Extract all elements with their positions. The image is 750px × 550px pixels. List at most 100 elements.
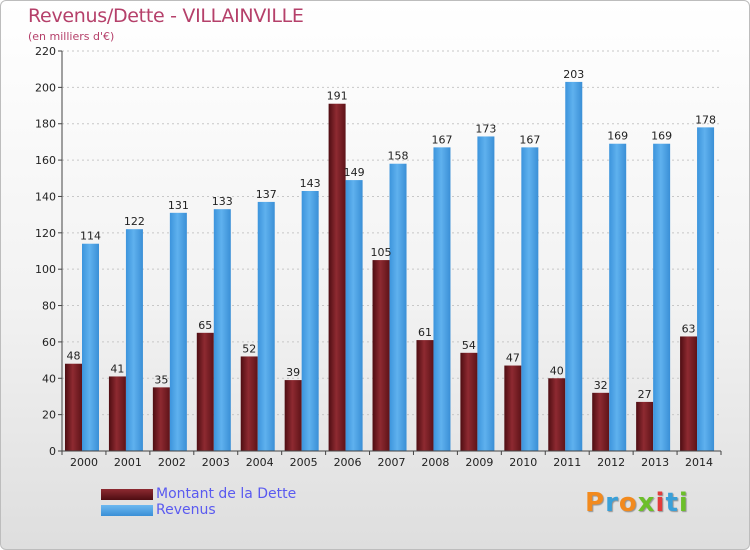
bar-revenue-2010 bbox=[521, 147, 539, 451]
y-tick-label: 160 bbox=[35, 154, 56, 167]
x-tick-label-2006: 2006 bbox=[334, 456, 362, 469]
value-label-debt-2011: 40 bbox=[550, 364, 564, 377]
value-label-revenue-2005: 143 bbox=[300, 177, 321, 190]
value-label-revenue-2001: 122 bbox=[124, 215, 145, 228]
x-tick-label-2002: 2002 bbox=[158, 456, 186, 469]
value-label-debt-2009: 54 bbox=[462, 339, 476, 352]
bar-revenue-2009 bbox=[477, 136, 495, 452]
logo-letter: o bbox=[618, 488, 638, 518]
value-label-revenue-2008: 167 bbox=[431, 133, 452, 146]
bar-debt-2005 bbox=[284, 380, 302, 451]
value-label-debt-2008: 61 bbox=[418, 326, 432, 339]
x-tick-label-2014: 2014 bbox=[685, 456, 713, 469]
bar-revenue-2014 bbox=[697, 127, 715, 451]
y-tick-label: 80 bbox=[42, 300, 56, 313]
value-label-debt-2013: 27 bbox=[638, 388, 652, 401]
value-label-debt-2001: 41 bbox=[110, 362, 124, 375]
x-tick-label-2000: 2000 bbox=[70, 456, 98, 469]
bar-debt-2000 bbox=[65, 363, 82, 451]
y-tick-label: 100 bbox=[35, 263, 56, 276]
y-tick-label: 60 bbox=[42, 336, 56, 349]
legend-swatch-revenue bbox=[101, 505, 153, 516]
value-label-revenue-2004: 137 bbox=[256, 188, 277, 201]
y-tick-label: 140 bbox=[35, 190, 56, 203]
x-tick-label-2012: 2012 bbox=[597, 456, 625, 469]
logo-letter: i bbox=[678, 488, 689, 518]
x-tick-label-2008: 2008 bbox=[421, 456, 449, 469]
bar-debt-2001 bbox=[108, 376, 126, 451]
y-tick-label: 180 bbox=[35, 118, 56, 131]
x-tick-label-2011: 2011 bbox=[553, 456, 581, 469]
value-label-revenue-2010: 167 bbox=[519, 133, 540, 146]
logo-letter: t bbox=[665, 488, 679, 518]
value-label-debt-2004: 52 bbox=[242, 342, 256, 355]
legend-swatch-debt bbox=[101, 489, 153, 500]
chart-subtitle: (en milliers d'€) bbox=[28, 30, 115, 43]
legend-label-debt: Montant de la Dette bbox=[156, 486, 297, 502]
value-label-debt-2005: 39 bbox=[286, 366, 300, 379]
bar-revenue-2003 bbox=[213, 209, 231, 451]
value-label-revenue-2003: 133 bbox=[212, 195, 233, 208]
bar-debt-2009 bbox=[460, 352, 478, 451]
y-tick-label: 0 bbox=[49, 445, 56, 458]
value-label-debt-2000: 48 bbox=[67, 350, 81, 363]
bars bbox=[65, 81, 715, 452]
x-tick-label-2003: 2003 bbox=[202, 456, 230, 469]
value-label-revenue-2012: 169 bbox=[607, 130, 628, 143]
logo-letter: P bbox=[585, 488, 606, 518]
bar-revenue-2006 bbox=[345, 180, 363, 451]
value-label-debt-2002: 35 bbox=[154, 373, 168, 386]
value-label-debt-2012: 32 bbox=[594, 379, 608, 392]
bar-debt-2011 bbox=[548, 378, 566, 451]
bar-debt-2013 bbox=[636, 401, 654, 451]
value-label-debt-2006: 191 bbox=[327, 90, 348, 103]
bar-debt-2010 bbox=[504, 365, 522, 451]
bar-debt-2004 bbox=[240, 356, 258, 451]
bar-debt-2012 bbox=[592, 392, 610, 451]
value-label-revenue-2002: 131 bbox=[168, 199, 189, 212]
bar-revenue-2005 bbox=[301, 191, 319, 451]
x-tick-label-2004: 2004 bbox=[246, 456, 274, 469]
value-label-debt-2014: 63 bbox=[682, 322, 696, 335]
y-tick-label: 220 bbox=[35, 45, 56, 58]
bar-debt-2007 bbox=[372, 260, 390, 451]
x-tick-label-2001: 2001 bbox=[114, 456, 142, 469]
bar-revenue-2008 bbox=[433, 147, 451, 451]
proxiti-logo: Proxiti bbox=[585, 488, 689, 518]
value-label-revenue-2011: 203 bbox=[563, 68, 584, 81]
y-tick-label: 200 bbox=[35, 81, 56, 94]
value-label-revenue-2009: 173 bbox=[475, 122, 496, 135]
value-label-revenue-2000: 114 bbox=[80, 230, 101, 243]
chart-title: Revenus/Dette - VILLAINVILLE bbox=[28, 5, 304, 27]
bar-debt-2006 bbox=[328, 103, 346, 452]
bar-revenue-2001 bbox=[125, 229, 143, 451]
bar-revenue-2013 bbox=[653, 143, 671, 451]
bar-revenue-2011 bbox=[565, 81, 583, 451]
bar-debt-2014 bbox=[680, 336, 698, 451]
value-label-debt-2010: 47 bbox=[506, 352, 520, 365]
x-tick-label-2010: 2010 bbox=[509, 456, 537, 469]
y-tick-label: 20 bbox=[42, 409, 56, 422]
value-labels: 48 114 41 122 35 131 65 133 52 137 39 143 191 149 105 1… bbox=[67, 68, 717, 401]
x-tick-label-2007: 2007 bbox=[378, 456, 406, 469]
value-label-revenue-2013: 169 bbox=[651, 130, 672, 143]
legend-label-revenue: Revenus bbox=[156, 502, 216, 518]
bar-revenue-2007 bbox=[389, 163, 407, 451]
logo-letter: i bbox=[655, 488, 666, 518]
x-tick-label-2009: 2009 bbox=[465, 456, 493, 469]
value-label-revenue-2014: 178 bbox=[695, 113, 716, 126]
value-label-debt-2007: 105 bbox=[371, 246, 392, 259]
x-axis-ticks: 2000 2001 2002 2003 2004 2005 2006 2007 2008 2009… bbox=[61, 451, 722, 469]
x-tick-label-2005: 2005 bbox=[290, 456, 318, 469]
value-label-revenue-2007: 158 bbox=[388, 150, 409, 163]
y-axis-ticks: 0 20 40 60 80 100 120 140 160 180 200 220 bbox=[35, 45, 62, 458]
logo-letter: r bbox=[605, 488, 619, 518]
x-tick-label-2013: 2013 bbox=[641, 456, 669, 469]
bar-debt-2003 bbox=[196, 332, 214, 451]
bar-revenue-2002 bbox=[169, 212, 187, 451]
bar-debt-2008 bbox=[416, 340, 434, 451]
y-tick-label: 120 bbox=[35, 227, 56, 240]
logo-letter: x bbox=[637, 488, 656, 518]
